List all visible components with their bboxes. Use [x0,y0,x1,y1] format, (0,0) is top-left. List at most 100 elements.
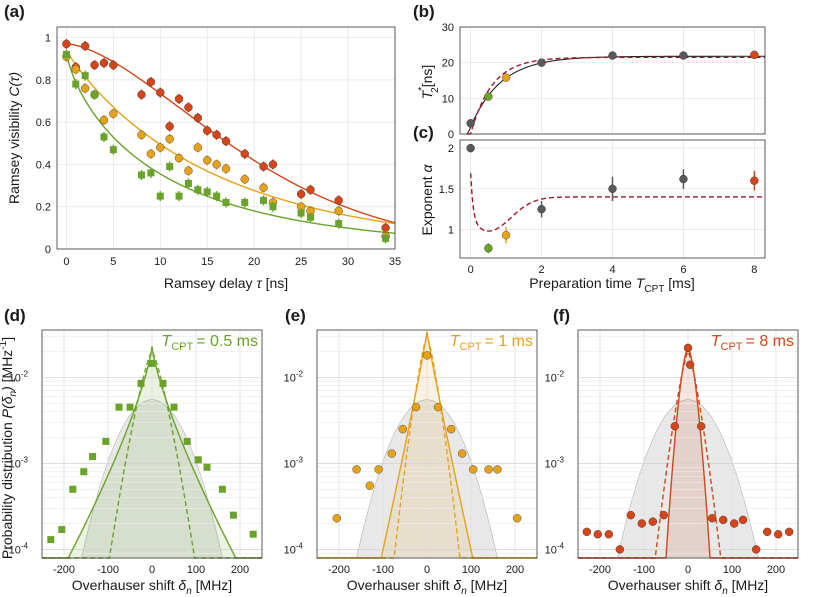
data-point-orange [334,206,343,216]
x-tick-label-d: -100 [97,564,119,576]
y-tick-label-a: 0.8 [36,75,51,87]
data-point-d [170,403,178,411]
data-point-red [306,185,315,195]
data-point-orange [71,65,80,74]
data-point-green [184,179,192,187]
annotation-d: TCPT = 0.5 ms [161,333,258,353]
x-tick-label-c: 0 [468,264,474,276]
y-ticks-f: 10-4 10-3 10-2 [545,369,565,556]
data-point-f [648,517,657,526]
y-tick-label-d: 10-3 [9,455,29,470]
axes-box-b [459,26,766,135]
y-ticks-a: 0 0.2 0.4 0.6 0.8 1 [36,33,51,256]
data-point-green [382,234,390,242]
data-point-green [269,203,277,211]
y-tick-label-f: 10-3 [545,455,565,470]
y-tick-label-f: 10-2 [545,369,565,384]
annotation-e: TCPT = 1 ms [450,333,533,353]
data-point-green [335,220,343,228]
data-point-orange [193,143,203,152]
x-tick-label-f: -100 [633,564,655,576]
y-tick-label-b: 10 [442,93,454,105]
data-point-green [194,186,202,194]
data-point-e [458,449,467,458]
fit-curves-b [466,55,765,135]
x-tick-label-d: 0 [149,564,155,576]
data-point-f [659,510,668,520]
data-point-green [156,192,164,200]
data-point-c [466,143,475,153]
data-point-d [47,536,55,544]
data-point-f [730,519,739,528]
data-point-f [604,530,613,539]
y-ticks-e: 10-4 10-3 10-2 [284,369,304,556]
data-point-red [90,60,99,70]
data-point-red [156,88,165,97]
y-tick-label-b: 0 [448,129,454,141]
x-tick-label-a: 5 [110,256,116,268]
data-point-green [72,80,80,88]
data-point-d [89,453,97,461]
data-point-b [466,119,475,128]
data-point-green [109,146,117,154]
data-point-d [194,456,202,464]
y-axis-label-b: T* 2[ns] [417,65,441,100]
x-tick-label-c: 2 [539,264,545,276]
data-point-d [148,359,156,367]
y-tick-label-a: 0.6 [36,117,51,129]
data-points-f [582,343,794,554]
data-point-e [365,481,374,490]
data-point-orange [146,149,156,159]
data-point-orange [240,175,249,184]
x-tick-label-a: 15 [201,256,213,268]
x-axis-label-e: Overhauser shift δn [MHz] [347,577,507,597]
data-point-e [374,465,383,474]
grid-a [57,27,396,250]
x-tick-label-a: 25 [295,256,307,268]
data-point-red [146,77,156,87]
data-point-red [99,58,109,68]
y-ticks-b: 0 10 20 30 [442,22,454,141]
x-axis-label-f: Overhauser shift δn [MHz] [608,577,768,597]
y-tick-label-e: 10-3 [284,455,304,470]
panel-label-f: (f) [553,306,570,325]
x-tick-label-c: 8 [751,264,757,276]
data-points-b [466,50,759,128]
data-point-c [484,244,493,253]
y-tick-label-f: 10-4 [545,541,565,556]
data-point-f [686,360,695,369]
fit-curve-dashed-c [469,173,765,232]
panel-label-c: (c) [413,123,434,142]
x-axis-label-d: Overhauser shift δn [MHz] [72,577,232,597]
data-point-c [608,184,617,194]
x-ticks-a: 0 5 10 15 20 25 30 35 [63,256,401,268]
data-point-f [615,545,624,554]
y-tick-label-a: 0.4 [36,159,51,171]
x-tick-label-d: -200 [53,564,75,576]
data-point-e [433,402,443,412]
data-point-e [352,465,361,474]
data-points-a [62,38,390,244]
y-tick-label-e: 10-4 [284,541,304,556]
annotation-f: TCPT = 8 ms [711,333,794,353]
data-point-d [203,463,211,471]
data-point-red [296,189,306,199]
x-ticks-d: -200 -100 0 100 200 [53,564,249,576]
data-point-d [102,437,110,445]
data-point-green [138,171,145,179]
data-point-e [484,465,493,474]
data-point-f [593,530,602,539]
y-tick-label-c: 2 [448,143,454,155]
fit-curve-red [66,43,396,224]
data-point-green [260,196,268,204]
data-point-d [115,403,123,411]
y-tick-label-d: 10-2 [9,369,29,384]
data-point-f [670,422,679,431]
x-tick-label-e: 200 [506,564,524,576]
x-tick-label-a: 20 [248,256,260,268]
fit-curve-orange [65,49,396,225]
data-point-f [582,527,591,537]
data-point-f [719,515,728,525]
y-ticks-c: 11.52 [439,143,454,236]
x-tick-label-a: 30 [342,256,354,268]
